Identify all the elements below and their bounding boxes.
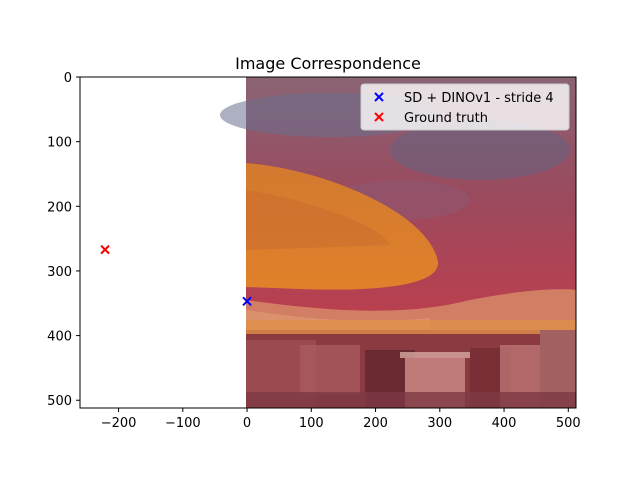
- axes-frame: [79, 76, 577, 409]
- x-tick-label: 200: [363, 416, 388, 431]
- y-tick-label: 200: [47, 200, 72, 215]
- x-tick-label: 500: [556, 416, 581, 431]
- scatter-point-ground-truth: [100, 244, 110, 255]
- x-axis: −200 −100 0 100 200 300 400 500: [101, 408, 581, 431]
- plot-area: [100, 77, 576, 408]
- scatter-point-prediction: [242, 296, 252, 307]
- legend: SD + DINOv1 - stride 4 Ground truth: [360, 83, 570, 131]
- y-tick-label: 0: [64, 71, 72, 86]
- y-tick-label: 100: [47, 136, 72, 151]
- x-tick-label: −200: [101, 416, 137, 431]
- x-tick-label: 0: [243, 416, 251, 431]
- legend-label: SD + DINOv1 - stride 4: [404, 91, 554, 106]
- scatter-marks: [100, 244, 252, 307]
- x-tick-label: 100: [299, 416, 324, 431]
- y-tick-label: 500: [47, 394, 72, 409]
- y-tick-label: 400: [47, 330, 72, 345]
- x-tick-label: 300: [427, 416, 452, 431]
- cockpit-heatmap-image: [220, 77, 576, 408]
- chart-title: Image Correspondence: [235, 54, 421, 73]
- legend-label: Ground truth: [404, 111, 488, 126]
- x-tick-label: −100: [165, 416, 201, 431]
- y-tick-label: 300: [47, 265, 72, 280]
- x-tick-label: 400: [492, 416, 517, 431]
- legend-marker-ground-truth: [374, 112, 384, 122]
- legend-marker-prediction: [374, 92, 384, 102]
- y-axis: 0 100 200 300 400 500: [47, 71, 80, 409]
